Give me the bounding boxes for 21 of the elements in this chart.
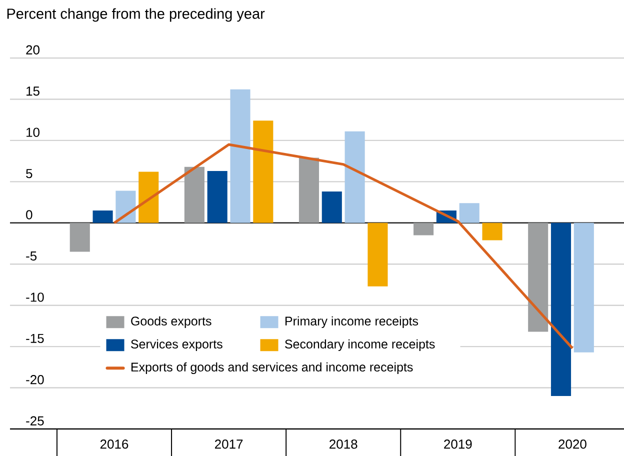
y-tick-label: 15 bbox=[26, 86, 40, 96]
legend-label: Services exports bbox=[131, 339, 222, 351]
x-tick-label: 2018 bbox=[330, 440, 358, 449]
legend-label: Secondary income receipts bbox=[285, 339, 435, 351]
legend-label: Exports of goods and services and income receipts bbox=[131, 362, 413, 374]
y-tick-label: 0 bbox=[26, 210, 32, 220]
chart-title: Percent change from the preceding year bbox=[7, 8, 265, 22]
y-tick-label: 20 bbox=[26, 45, 40, 54]
x-tick-label: 2019 bbox=[444, 440, 472, 449]
x-tick-label: 2017 bbox=[214, 440, 243, 449]
x-tick-label: 2020 bbox=[558, 440, 586, 449]
legend-label: Goods exports bbox=[131, 316, 212, 328]
y-tick-label: 10 bbox=[26, 128, 40, 137]
y-tick-label: 5 bbox=[26, 169, 32, 178]
y-tick-label: -25 bbox=[26, 416, 44, 426]
y-tick-label: -15 bbox=[26, 334, 44, 344]
y-tick-label: -5 bbox=[26, 252, 37, 261]
y-tick-label: -20 bbox=[26, 375, 44, 384]
x-tick-label: 2016 bbox=[100, 440, 128, 449]
y-tick-label: -10 bbox=[26, 292, 44, 302]
legend-label: Primary income receipts bbox=[285, 316, 418, 328]
